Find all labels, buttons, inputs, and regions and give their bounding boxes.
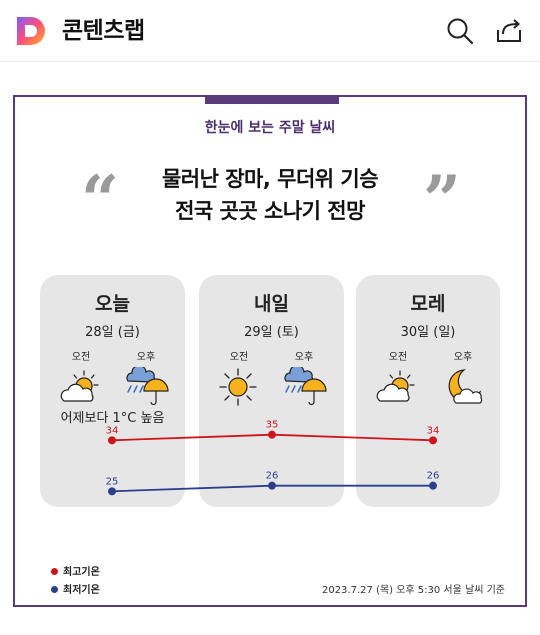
day-name: 오늘 [95, 293, 130, 315]
share-icon[interactable] [494, 16, 524, 46]
weather-infographic: 한눈에 보는 주말 날씨 “ ” 물러난 장마, 무더위 기승 전국 곳곳 소나… [13, 95, 527, 607]
partly-cloudy-icon [376, 370, 415, 402]
quote-open: “ [81, 161, 119, 239]
day-name: 모레 [410, 293, 446, 315]
temperature-chart: 34 35 34 25 26 26 [106, 420, 440, 496]
card-accent-tab [205, 95, 339, 104]
am-label: 오전 [229, 352, 249, 363]
high-temp-point [268, 430, 276, 439]
day-panel-tomorrow: 내일 29일 (토) 오전 오후 [199, 275, 344, 507]
rain-umbrella-icon [284, 367, 327, 406]
legend-high: 최고기온 [51, 563, 100, 578]
day-panel-day-after: 모레 30일 (일) 오전 오후 [356, 275, 500, 507]
headline-line-1: 물러난 장마, 무더위 기승 [161, 167, 379, 191]
high-temp-label: 34 [106, 425, 119, 436]
legend-low: 최저기온 [51, 581, 100, 596]
low-temp-point [429, 481, 437, 490]
day-name: 내일 [254, 293, 289, 315]
high-temp-label: 35 [266, 420, 279, 431]
app-title: 콘텐츠랩 [62, 18, 145, 44]
logo-d-icon[interactable] [15, 15, 47, 47]
low-temp-label: 26 [266, 471, 279, 482]
card-subtitle: 한눈에 보는 주말 날씨 [204, 120, 336, 136]
day-note: 어제보다 1°C 높음 [60, 411, 165, 426]
footnote: 2023.7.27 (목) 오후 5:30 서울 날씨 기준 [321, 585, 505, 596]
pm-label: 오후 [453, 352, 473, 363]
pm-label: 오후 [136, 352, 156, 363]
quote-close: ” [423, 161, 461, 239]
top-bar: 콘텐츠랩 [0, 0, 540, 62]
headline: 물러난 장마, 무더위 기승 전국 곳곳 소나기 전망 [15, 163, 525, 227]
legend-high-label: 최고기온 [63, 567, 100, 578]
low-temp-point [268, 481, 276, 490]
partly-cloudy-icon [60, 370, 99, 402]
low-temp-label: 25 [106, 476, 119, 487]
low-temp-point [108, 487, 116, 496]
sun-icon [219, 368, 257, 406]
legend-high-dot [51, 568, 58, 575]
am-label: 오전 [388, 352, 408, 363]
headline-line-2: 전국 곳곳 소나기 전망 [175, 199, 365, 223]
am-label: 오전 [71, 352, 91, 363]
low-temp-label: 26 [427, 471, 440, 482]
high-temp-label: 34 [427, 425, 440, 436]
high-temp-point [429, 436, 437, 445]
day-date: 29일 (토) [244, 325, 299, 340]
day-panel-today: 오늘 28일 (금) 오전 오후 어제보다 1°C 높음 [40, 275, 185, 507]
legend-low-dot [51, 586, 58, 593]
search-icon[interactable] [445, 16, 475, 46]
high-temp-point [108, 436, 116, 445]
moon-cloud-icon [448, 369, 483, 404]
day-date: 28일 (금) [85, 325, 140, 340]
rain-umbrella-icon [126, 367, 169, 406]
day-date: 30일 (일) [400, 325, 456, 340]
legend-low-label: 최저기온 [63, 585, 100, 596]
pm-label: 오후 [294, 352, 314, 363]
